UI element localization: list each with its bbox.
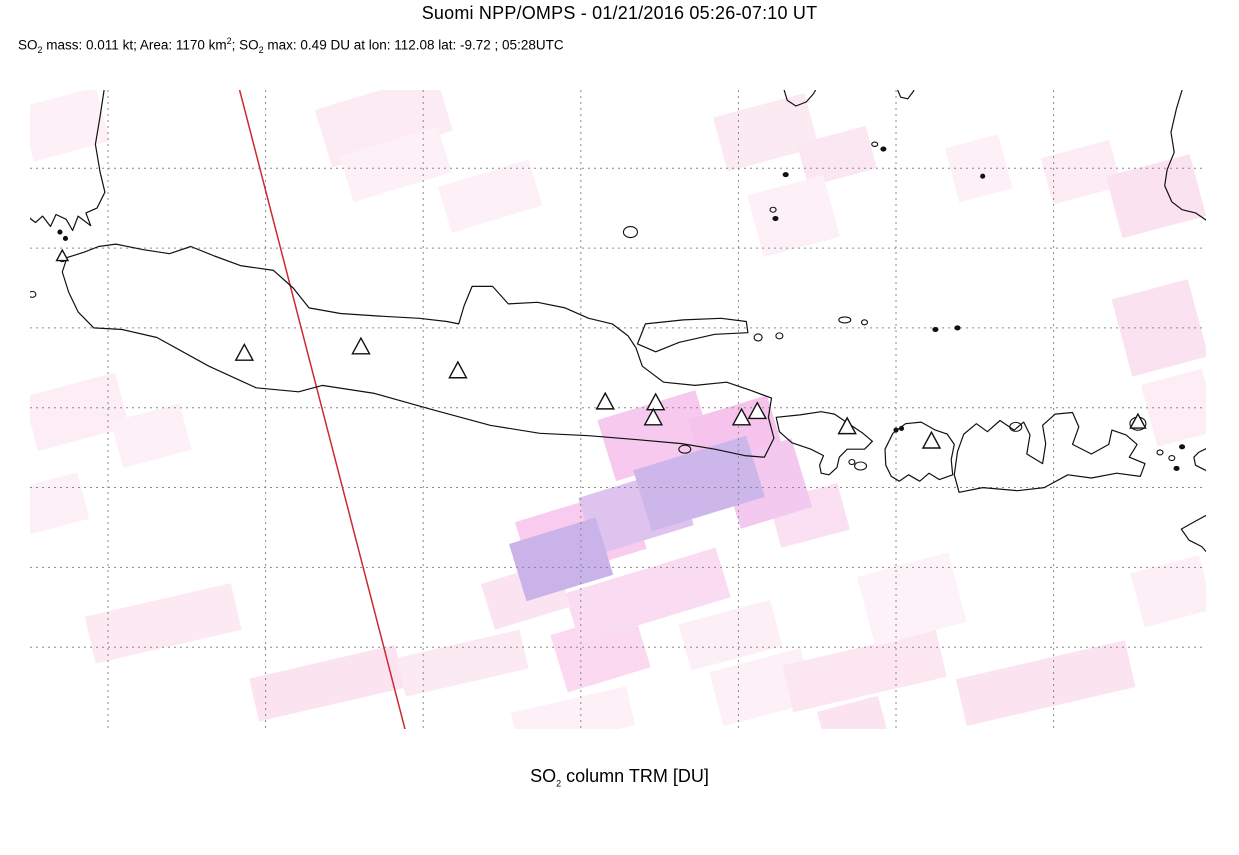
island-sakala-2: [954, 325, 961, 331]
text-segment: max: 0.49 DU at lon: 112.08 lat: -9.72 ;…: [263, 37, 564, 53]
island-laut-pair-2: [880, 146, 887, 152]
so2-patch: [30, 90, 110, 162]
island-island-dot: [782, 172, 789, 178]
map-content: [30, 90, 1206, 729]
so2-patch: [396, 629, 529, 697]
so2-patch: [437, 159, 543, 233]
so2-patch: [510, 686, 636, 729]
coastline-madura: [636, 317, 749, 353]
volcano-marker: [921, 430, 942, 449]
volcano-marker: [645, 392, 666, 411]
info-line: SO2 mass: 0.011 kt; Area: 1170 km2; SO2 …: [18, 36, 564, 55]
island-kangean: [838, 316, 852, 324]
island-lampung-dot-1: [57, 229, 63, 235]
island-nusa-penida: [854, 461, 868, 471]
island-bawean: [622, 226, 639, 239]
so2-patch: [1040, 139, 1122, 205]
coastline-sumba-partial: [1180, 514, 1206, 553]
so2-patch: [747, 175, 840, 258]
island-sapudi: [753, 333, 763, 342]
so2-patch: [110, 403, 192, 468]
island-masalembu-2: [772, 215, 779, 222]
so2-patch: [249, 644, 405, 722]
so2-patch: [564, 547, 731, 644]
so2-patch: [678, 599, 783, 671]
so2-patch: [84, 583, 242, 664]
coastline-java: [61, 243, 775, 458]
volcano-marker: [643, 407, 664, 426]
plot-title: Suomi NPP/OMPS - 01/21/2016 05:26-07:10 …: [421, 3, 818, 23]
island-laut-pair-1: [871, 141, 879, 148]
coastline-bali: [775, 411, 873, 476]
volcano-marker: [731, 407, 752, 426]
coastline-flores-tip: [1193, 447, 1206, 472]
island-lampung-dot-2: [62, 235, 69, 242]
coastline-kalimantan-tip-east: [897, 90, 915, 100]
volcano-marker: [747, 401, 768, 420]
island-komodo-4: [1173, 465, 1180, 471]
island-gili-2: [898, 425, 905, 432]
so2-patch: [550, 609, 651, 693]
volcano-marker: [1129, 412, 1147, 429]
so2-patch: [509, 517, 614, 602]
so2-patch: [955, 640, 1136, 726]
text-segment: 2: [37, 45, 43, 56]
coastline-sumbawa: [953, 411, 1146, 493]
text-segment: SO: [530, 766, 557, 786]
island-komodo-2: [1168, 454, 1176, 462]
so2-patch: [817, 695, 889, 729]
text-segment: 2: [226, 36, 232, 46]
text-segment: mass: 0.011 kt; Area: 1170 km: [42, 37, 227, 53]
island-gili-1: [893, 427, 899, 433]
island-komodo-3: [1179, 444, 1186, 450]
volcano-marker: [351, 336, 371, 355]
island-nusa-barung: [678, 444, 692, 454]
so2-patch: [633, 435, 765, 532]
orbit-edge-line: [238, 90, 406, 729]
volcano-marker: [234, 342, 255, 361]
island-raas: [775, 332, 784, 340]
island-sakala-1: [932, 326, 939, 333]
so2-patch: [856, 552, 967, 647]
text-segment: ; SO: [231, 37, 259, 53]
so2-patch: [1105, 154, 1206, 239]
so2-patch: [30, 472, 90, 535]
coastline-kalimantan-tip-west: [783, 90, 817, 107]
text-segment: column TRM [DU]: [561, 766, 709, 786]
volcano-marker: [55, 248, 70, 262]
island-moyo: [1009, 421, 1023, 432]
so2-patch: [796, 125, 877, 187]
volcano-marker: [448, 360, 468, 379]
so2-patch: [782, 630, 947, 713]
island-masalembu-1: [769, 206, 777, 213]
volcano-marker: [837, 416, 857, 435]
so2-patch: [713, 93, 819, 172]
island-matasiri: [980, 173, 986, 179]
island-lembongan: [848, 458, 856, 466]
so2-patch: [30, 372, 130, 451]
coastline-sulawesi-west-coast: [1164, 90, 1206, 221]
island-kangean-east: [860, 319, 869, 326]
text-segment: SO: [18, 37, 38, 53]
so2-patch: [1130, 555, 1206, 628]
colorbar-title: SO2 column TRM [DU]: [0, 766, 1239, 789]
so2-patch: [314, 90, 453, 168]
island-komodo-1: [1156, 449, 1164, 456]
text-segment: 2: [258, 45, 264, 56]
so2-patch: [1140, 368, 1206, 447]
island-panaitan: [30, 290, 37, 298]
volcano-marker: [595, 391, 615, 410]
coastline-sumatra-lampung: [30, 90, 106, 232]
text-segment: 2: [556, 778, 562, 789]
